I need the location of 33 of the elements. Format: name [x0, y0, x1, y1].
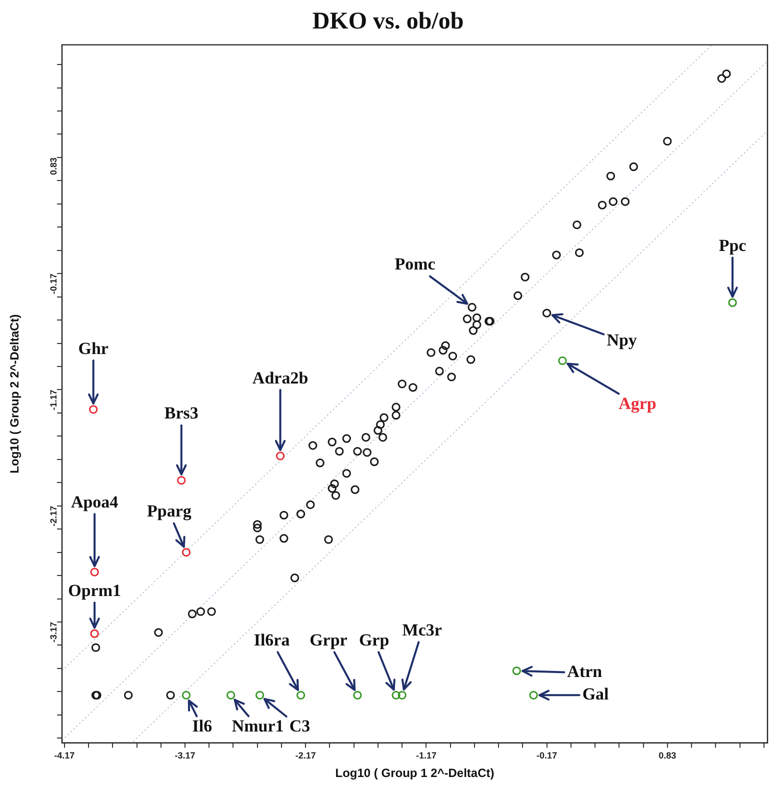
- y-tick-label: -2.17: [48, 506, 58, 526]
- annotation: Adra2b: [252, 368, 308, 388]
- y-tick-label: -0.17: [48, 274, 58, 294]
- annotation: Gal: [582, 684, 610, 704]
- y-tick-label: -1.17: [48, 390, 58, 410]
- y-tick-label: -3.17: [48, 622, 58, 643]
- annotation: Npy: [606, 330, 638, 350]
- annotation: Il6: [192, 716, 212, 736]
- annotation: Pparg: [147, 502, 192, 521]
- annotation: C3: [289, 716, 310, 736]
- y-tick-label: 0.83: [48, 157, 58, 175]
- x-tick-label: -3.17: [174, 750, 196, 761]
- annotation: Mc3r: [402, 620, 442, 640]
- x-axis-title: Log10 ( Group 1 2^-DeltaCt): [335, 766, 494, 780]
- annotation: Agrp: [618, 394, 656, 414]
- annotation: Brs3: [164, 404, 198, 423]
- annotation: Nmur1: [232, 716, 284, 736]
- x-tick-label: -4.17: [54, 750, 75, 761]
- annotation: Il6ra: [254, 630, 290, 650]
- chart-title: DKO vs. ob/ob: [312, 8, 464, 35]
- annotation: Atrn: [567, 662, 603, 682]
- x-tick-label: -1.17: [416, 750, 436, 761]
- annotation: Grp: [358, 630, 390, 650]
- x-tick-label: -0.17: [536, 750, 558, 761]
- annotation: Apoa4: [70, 492, 119, 512]
- annotation: Ppc: [718, 236, 747, 256]
- y-axis-title: Log10 ( Group 2 2^-DeltaCt): [8, 314, 22, 474]
- x-tick-label: 0.83: [658, 750, 676, 761]
- annotation: Pomc: [394, 254, 436, 274]
- annotation: Grpr: [310, 630, 348, 650]
- x-tick-label: -2.17: [295, 750, 316, 761]
- annotation: Ghr: [78, 338, 109, 358]
- annotation: Oprm1: [68, 581, 122, 600]
